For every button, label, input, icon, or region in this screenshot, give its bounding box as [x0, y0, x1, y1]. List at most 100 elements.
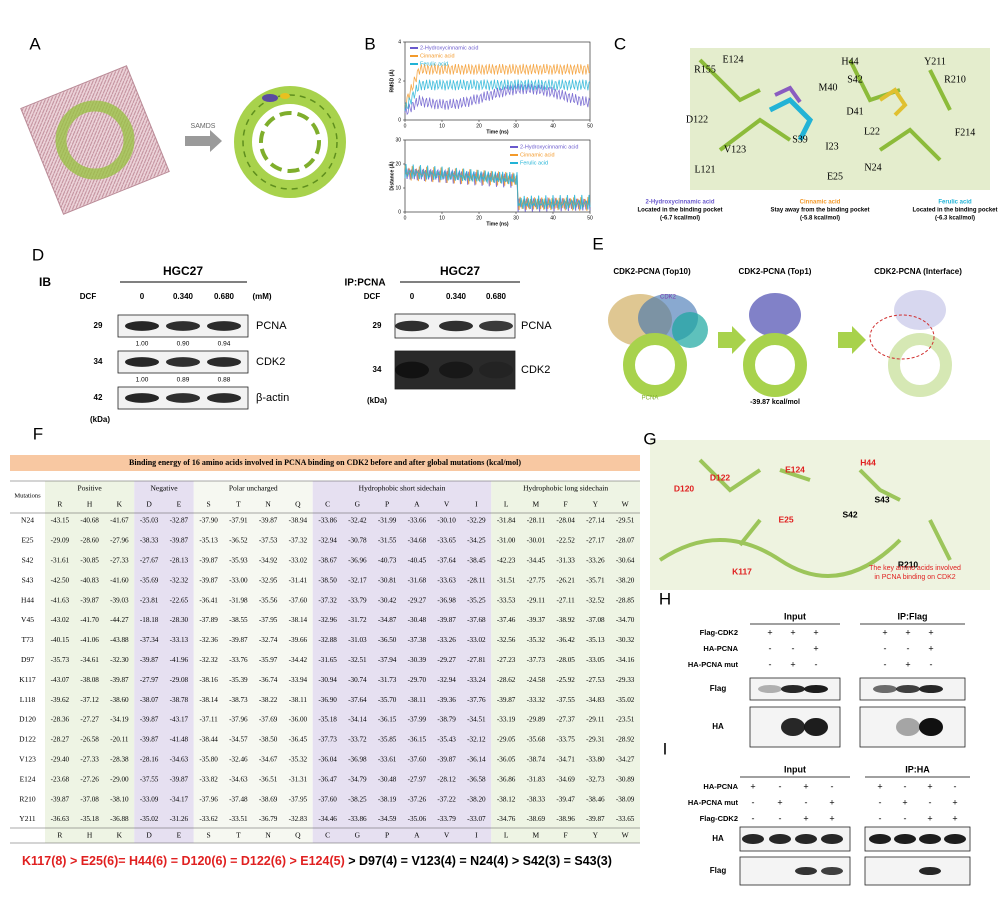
energy-cell: -27.26: [80, 775, 99, 783]
column-footer: S: [207, 831, 211, 840]
section-header: Input: [784, 611, 806, 621]
section-header: IP:HA: [905, 764, 930, 774]
band: [919, 834, 941, 844]
residue-label: S39: [792, 134, 808, 145]
energy-cell: -35.39: [229, 676, 248, 684]
sign: -: [769, 643, 772, 653]
sign: -: [879, 813, 882, 823]
sign: -: [884, 643, 887, 653]
energy-cell: -43.17: [170, 716, 189, 724]
sign: -: [769, 659, 772, 669]
sign: -: [752, 813, 755, 823]
legend-label: Cinnamic acid: [420, 53, 455, 59]
quant: 0.88: [218, 377, 231, 384]
condition-label: HA-PCNA: [703, 782, 738, 791]
energy-cell: -37.94: [378, 656, 397, 664]
energy-cell: -36.52: [229, 537, 248, 545]
band: [207, 321, 241, 331]
energy-cell: -33.53: [497, 596, 516, 604]
energy-cell: -31.84: [497, 517, 516, 525]
energy-cell: -31.83: [527, 775, 546, 783]
energy-cell: -27.17: [586, 537, 605, 545]
row-header: H44: [21, 595, 34, 604]
y-tick-label: 30: [395, 137, 401, 143]
energy-cell: -23.68: [51, 775, 70, 783]
energy-cell: -34.92: [259, 556, 278, 564]
energy-cell: -38.73: [229, 696, 248, 704]
energy-cell: -29.51: [616, 517, 635, 525]
energy-cell: -38.69: [527, 815, 546, 823]
column-header: T: [236, 500, 241, 509]
energy-cell: -38.20: [467, 795, 486, 803]
band: [944, 834, 966, 844]
energy-cell: -28.05: [556, 656, 575, 664]
energy-cell: -29.08: [170, 676, 189, 684]
energy-cell: -35.03: [140, 517, 159, 525]
note: in PCNA binding on CDK2: [874, 574, 955, 581]
residue-label: D120: [674, 483, 695, 493]
docking-view: [690, 48, 990, 190]
energy-cell: -33.09: [140, 795, 159, 803]
row-header: S43: [22, 575, 34, 584]
band: [479, 361, 513, 379]
protein: PCNA: [521, 320, 552, 332]
group-bg: [193, 481, 313, 843]
energy-cell: -38.33: [527, 795, 546, 803]
column-header: C: [325, 500, 330, 509]
treatment: DCF: [80, 292, 97, 301]
column-header: W: [622, 500, 630, 509]
y-tick-label: 0: [398, 117, 401, 123]
energy-cell: -36.47: [318, 775, 337, 783]
row-header: L118: [20, 695, 36, 704]
energy-cell: -35.85: [378, 736, 397, 744]
energy-cell: -38.60: [110, 696, 129, 704]
section-header: IP:Flag: [897, 611, 927, 621]
band: [166, 357, 200, 367]
residue-label: E25: [778, 514, 793, 524]
energy-cell: -28.11: [467, 576, 486, 584]
energy-cell: -36.98: [348, 755, 367, 763]
ligand-note: (-5.8 kcal/mol): [800, 216, 840, 222]
energy-cell: -33.13: [170, 636, 189, 644]
energy-cell: -32.17: [348, 576, 367, 584]
energy-cell: -31.03: [348, 636, 367, 644]
column-footer: Y: [593, 831, 599, 840]
energy-cell: -38.45: [467, 556, 486, 564]
energy-cell: -30.94: [318, 676, 337, 684]
sign: -: [907, 643, 910, 653]
energy-cell: -39.87: [199, 576, 218, 584]
energy-cell: -34.79: [348, 775, 367, 783]
ranking: K117(8) > E25(6)= H44(6) = D120(6) = D12…: [22, 854, 612, 868]
residue-label: K117: [732, 566, 752, 576]
energy-cell: -36.41: [199, 596, 218, 604]
energy-cell: -38.44: [199, 736, 218, 744]
residue-label: E25: [827, 171, 843, 182]
energy-cell: -38.79: [437, 716, 456, 724]
energy-cell: -33.66: [408, 517, 427, 525]
solvated-complex: [20, 65, 170, 215]
group-bg: [134, 481, 194, 843]
energy-cell: -38.08: [80, 676, 99, 684]
band: [896, 685, 920, 693]
energy-cell: -32.32: [170, 576, 189, 584]
energy-cell: -31.61: [51, 556, 70, 564]
column-footer: V: [444, 831, 450, 840]
protein: β-actin: [256, 392, 289, 404]
energy-cell: -29.27: [408, 596, 427, 604]
energy-cell: -28.38: [110, 755, 129, 763]
energy-cell: -30.64: [616, 556, 635, 564]
energy-cell: -32.83: [289, 815, 308, 823]
energy-cell: -37.12: [80, 696, 99, 704]
energy-cell: -30.48: [378, 775, 397, 783]
energy-cell: -38.16: [199, 676, 218, 684]
cell-line: HGC27: [440, 264, 480, 278]
kda: (kDa): [367, 396, 387, 405]
panel-label: F: [33, 424, 43, 443]
marker: 29: [373, 321, 382, 330]
energy-cell: -34.25: [467, 537, 486, 545]
x-axis-label: Time (ns): [486, 129, 508, 135]
ranking-rest: > D97(4) = V123(4) = N24(4) > S42(3) = S…: [345, 854, 612, 868]
residue-label: D122: [710, 472, 731, 482]
energy-cell: -38.14: [199, 696, 218, 704]
energy-cell: -30.10: [437, 517, 456, 525]
